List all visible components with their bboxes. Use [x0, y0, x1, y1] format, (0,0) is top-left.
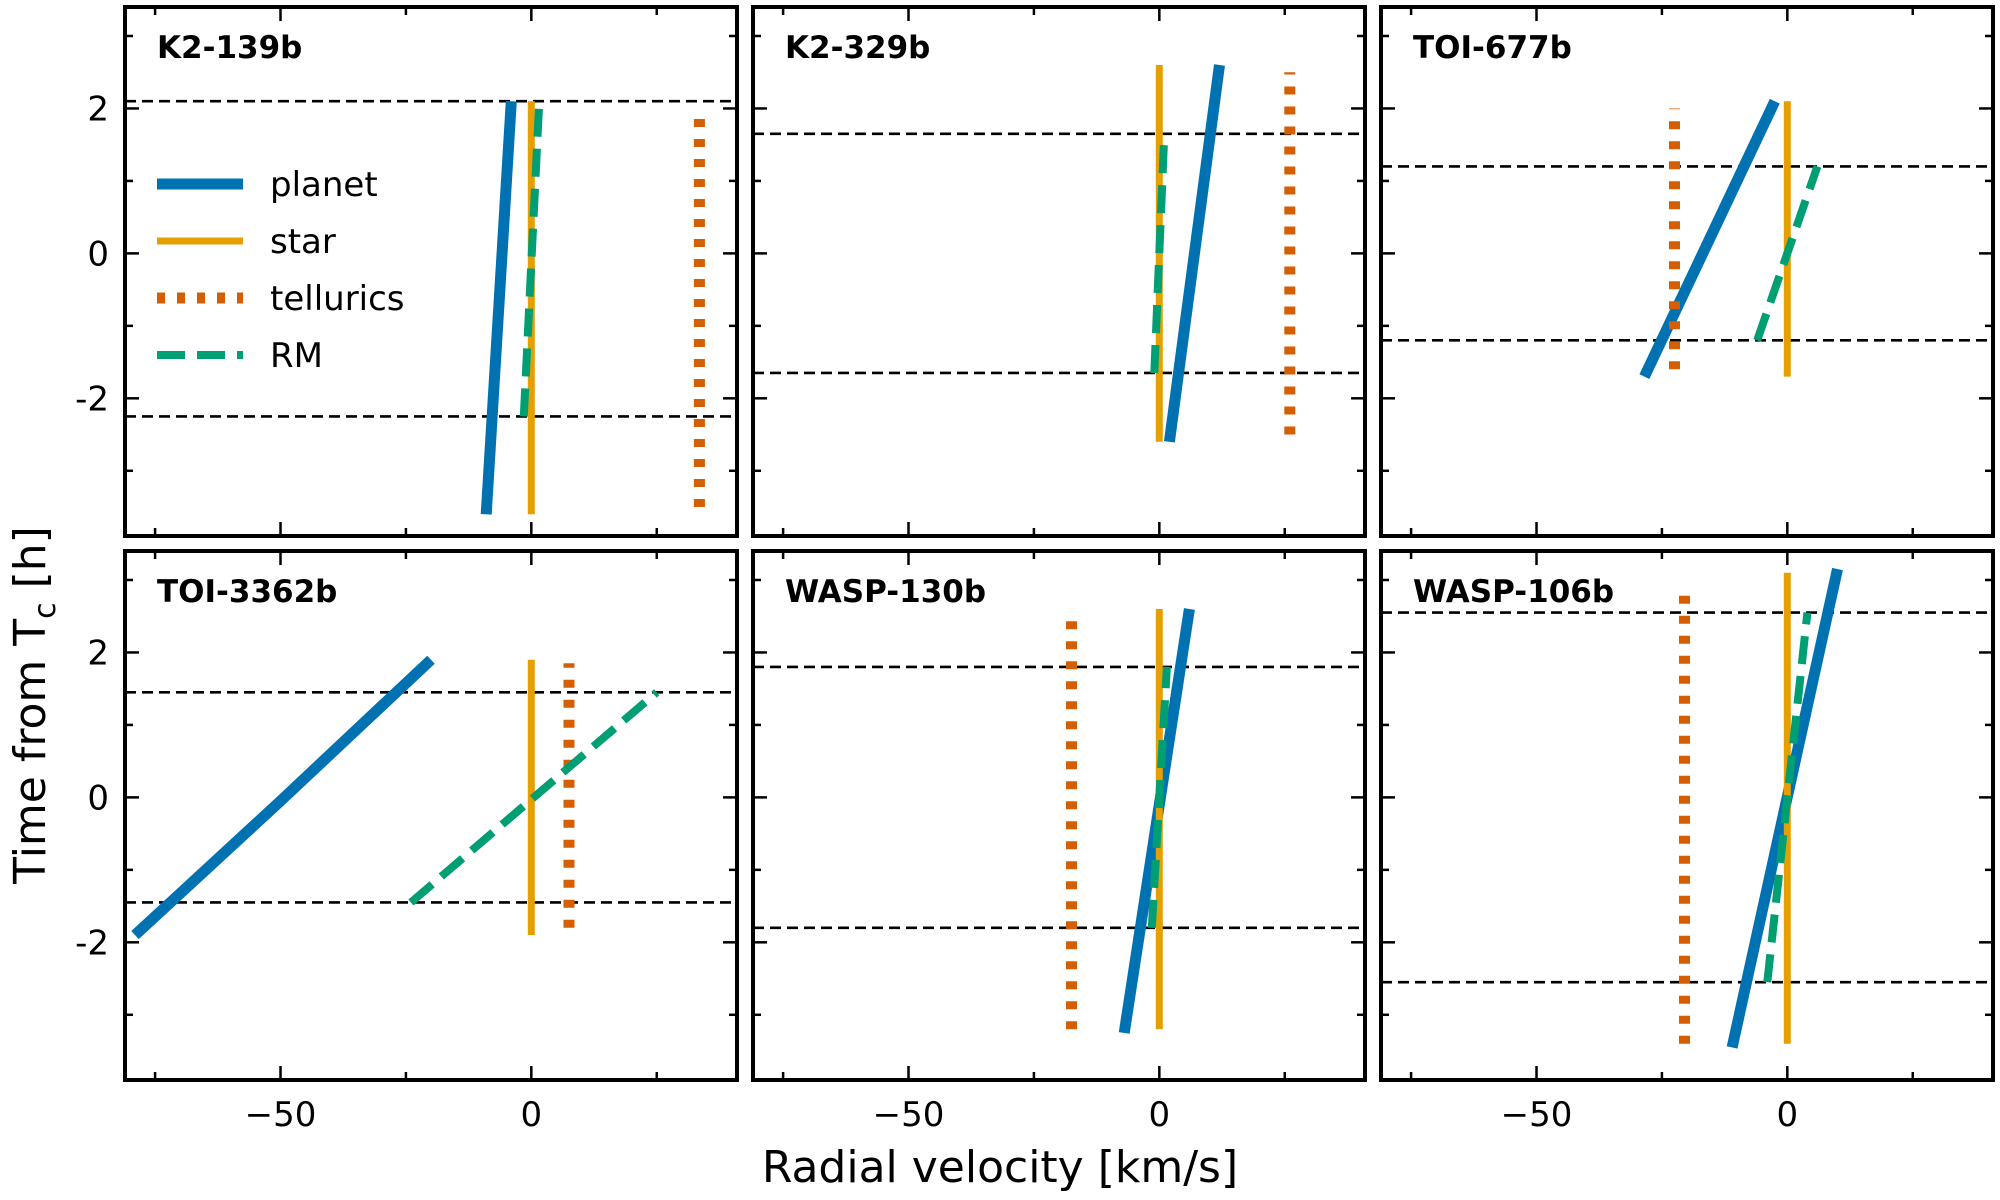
panel-title: WASP-130b: [785, 574, 986, 610]
rm-line: [1753, 165, 1822, 342]
x-tick-label: 0: [1777, 1095, 1799, 1135]
rm-line: [1147, 666, 1171, 929]
x-tick-label: −50: [245, 1095, 317, 1135]
panel-frame: [751, 549, 1367, 1082]
legend-label-star: star: [270, 222, 336, 262]
x-tick-label: −50: [873, 1095, 945, 1135]
panel-frame: [123, 549, 739, 1082]
panel-frame: [123, 5, 739, 538]
panel-frame: [751, 5, 1367, 538]
x-tick-label: −50: [1501, 1095, 1573, 1135]
rm-line: [408, 689, 660, 906]
y-tick-label: 2: [87, 633, 109, 673]
x-tick-label: 0: [521, 1095, 543, 1135]
panel-title: TOI-3362b: [157, 574, 337, 610]
y-axis-label-main: Time from T: [5, 619, 56, 885]
legend-label-rm: RM: [270, 336, 323, 376]
panel-k2-329b: K2-329b: [751, 5, 1367, 538]
legend-label-tellurics: tellurics: [270, 279, 405, 319]
panel-wasp-130b: WASP-130b −50 0: [751, 549, 1367, 1135]
panel-k2-139b: K2-139b -2 0 2 planet star tellurics RM: [75, 5, 739, 538]
panel-title: K2-329b: [785, 30, 930, 66]
y-axis-label-suffix: [h]: [5, 526, 56, 602]
planet-line: [480, 100, 517, 515]
rm-line: [1763, 612, 1812, 983]
y-tick-label: 0: [87, 234, 109, 274]
y-tick-label: 2: [87, 89, 109, 129]
y-axis-label-subscript: c: [28, 602, 63, 619]
panel-wasp-106b: WASP-106b −50 0: [1379, 549, 1995, 1135]
panel-frame: [1379, 549, 1995, 1082]
legend-label-planet: planet: [270, 165, 378, 205]
planet-line: [1639, 98, 1780, 379]
y-tick-label: 0: [87, 778, 109, 818]
planet-line: [131, 655, 435, 940]
panel-title: WASP-106b: [1413, 574, 1614, 610]
panel-toi-3362b: TOI-3362b -2 0 2 −50 0: [75, 549, 739, 1135]
panel-title: K2-139b: [157, 30, 302, 66]
x-tick-label: 0: [1149, 1095, 1171, 1135]
panel-title: TOI-677b: [1413, 30, 1572, 66]
rm-line: [519, 108, 543, 417]
panels-layer: K2-139b -2 0 2 planet star tellurics RM K2-329b T…: [75, 5, 1995, 1135]
panel-frame: [1379, 5, 1995, 538]
legend: planet star tellurics RM: [157, 165, 405, 376]
y-tick-label: -2: [75, 923, 109, 963]
y-tick-label: -2: [75, 379, 109, 419]
panel-toi-677b: TOI-677b: [1379, 5, 1995, 538]
y-axis-label: Time from Tc [h]: [5, 526, 63, 885]
x-axis-label: Radial velocity [km/s]: [762, 1142, 1238, 1193]
planet-line: [1163, 64, 1225, 443]
